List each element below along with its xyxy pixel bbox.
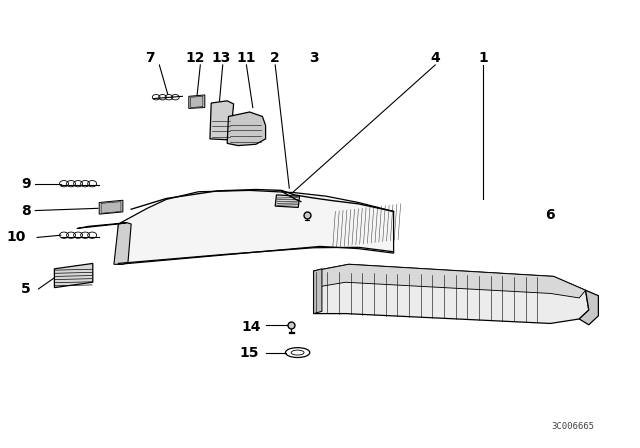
Polygon shape	[275, 195, 300, 207]
Text: 10: 10	[6, 230, 26, 245]
Polygon shape	[54, 263, 93, 288]
Text: 3C006665: 3C006665	[551, 422, 595, 431]
Text: 11: 11	[237, 51, 256, 65]
Polygon shape	[77, 223, 127, 228]
Polygon shape	[191, 96, 203, 108]
Polygon shape	[99, 200, 123, 214]
Text: 15: 15	[240, 345, 259, 360]
Text: 8: 8	[20, 203, 31, 218]
Polygon shape	[227, 112, 266, 146]
Polygon shape	[314, 269, 322, 314]
Text: 1: 1	[478, 51, 488, 65]
Polygon shape	[189, 95, 205, 108]
Polygon shape	[314, 264, 589, 323]
Polygon shape	[114, 223, 131, 264]
Text: 5: 5	[20, 282, 31, 296]
Text: 12: 12	[186, 51, 205, 65]
Polygon shape	[579, 290, 598, 325]
Polygon shape	[210, 101, 240, 140]
Text: 4: 4	[430, 51, 440, 65]
Polygon shape	[118, 190, 394, 264]
Text: 7: 7	[145, 51, 156, 65]
Text: 13: 13	[211, 51, 230, 65]
Polygon shape	[314, 264, 586, 298]
Text: 9: 9	[20, 177, 31, 191]
Text: 2: 2	[270, 51, 280, 65]
Polygon shape	[285, 196, 298, 202]
Polygon shape	[101, 202, 121, 213]
Text: 14: 14	[242, 320, 261, 334]
Text: 6: 6	[545, 208, 556, 222]
Text: 3: 3	[308, 51, 319, 65]
